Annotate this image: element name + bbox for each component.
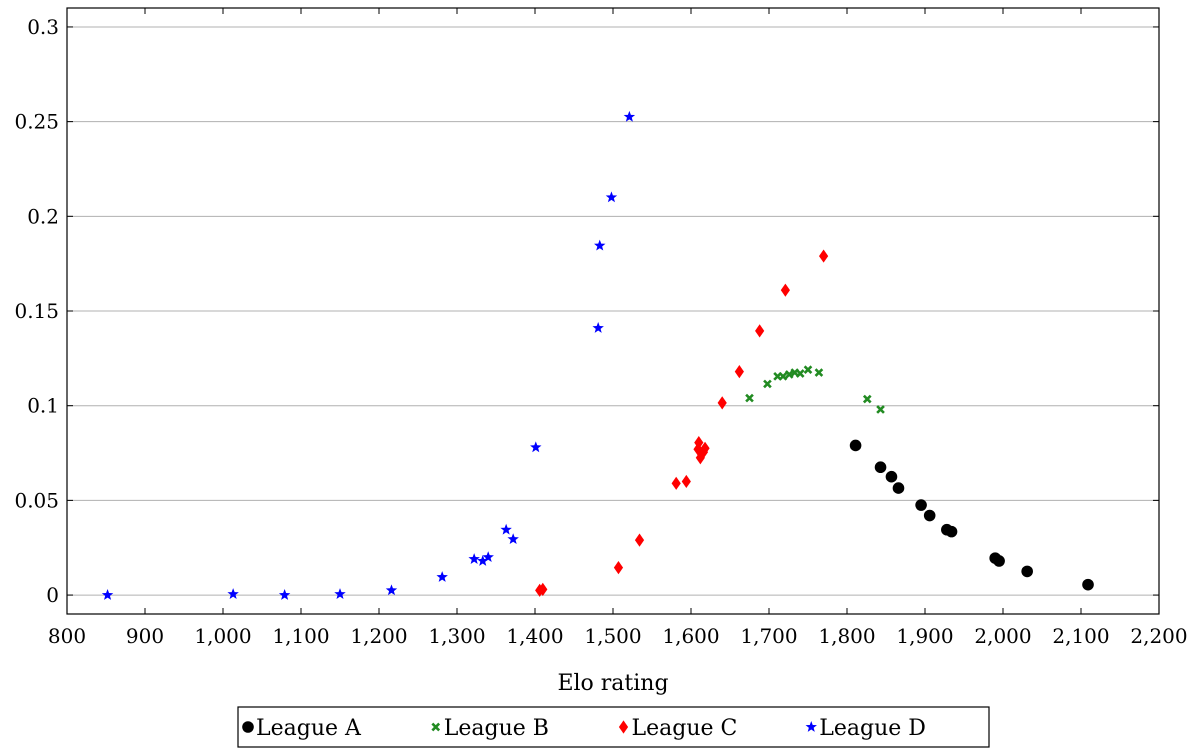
data-point [892, 482, 905, 494]
data-point [538, 582, 548, 596]
y-tick-label: 0.25 [14, 110, 59, 134]
data-point [849, 439, 862, 452]
x-tick-label: 2,000 [974, 624, 1031, 648]
x-axis-title: Elo rating [557, 671, 668, 696]
legend: League A League B League C League D [237, 706, 990, 748]
data-point [923, 509, 936, 522]
data-point [874, 461, 887, 474]
legend-marker [618, 720, 629, 734]
x-tick-label: 1,200 [350, 624, 407, 648]
data-point [594, 239, 606, 251]
x-tick-label: 1,900 [896, 624, 953, 648]
data-point [803, 365, 813, 375]
data-point [101, 589, 114, 600]
legend-marker [242, 721, 254, 733]
data-point [745, 393, 754, 403]
data-point [634, 533, 645, 547]
x-tick-label: 1,600 [662, 624, 719, 648]
x-tick-label: 1,800 [818, 624, 875, 648]
data-point [915, 499, 927, 511]
legend-label: League A [256, 716, 362, 741]
data-point [385, 584, 398, 596]
data-point [334, 588, 346, 599]
data-point [945, 525, 958, 538]
data-point [694, 436, 704, 450]
series-league-d [101, 110, 636, 600]
data-point [623, 110, 636, 122]
x-tick-label: 1,000 [194, 624, 251, 648]
data-points [101, 110, 1094, 600]
y-tick-label: 0.1 [27, 394, 59, 418]
x-tick-label: 1,300 [428, 624, 485, 648]
data-point [681, 474, 691, 489]
data-point [695, 451, 705, 465]
legend-frame [237, 706, 990, 748]
data-point [592, 322, 604, 333]
data-point [477, 554, 489, 566]
data-point [500, 523, 512, 535]
x-tick-label: 800 [48, 624, 86, 648]
y-tick-label: 0 [46, 583, 59, 607]
x-tick-label: 2,200 [1130, 624, 1187, 648]
data-point [814, 368, 824, 377]
data-point [734, 365, 744, 379]
x-tick-label: 1,700 [740, 624, 797, 648]
y-tick-label: 0.15 [14, 299, 59, 323]
data-point [530, 441, 542, 453]
x-tick-label: 1,400 [506, 624, 563, 648]
y-tick-label: 0.3 [27, 15, 59, 39]
data-point [717, 396, 727, 410]
x-tick-label: 2,100 [1052, 624, 1109, 648]
data-point [778, 372, 788, 381]
axis-ticks: 0 0.05 0.1 0.15 0.2 0.25 0.3 800 900 1,000 1,100 1,… [14, 8, 1188, 648]
data-point [227, 588, 239, 599]
data-point [507, 533, 519, 545]
y-tick-label: 0.2 [27, 204, 59, 228]
data-point [436, 571, 448, 582]
data-point [605, 191, 618, 203]
legend-marker [431, 722, 441, 732]
legend-label: League B [444, 716, 549, 741]
data-point [784, 370, 794, 379]
grid-lines [67, 26, 1159, 596]
data-point [278, 589, 291, 600]
data-point [862, 394, 872, 404]
data-point [613, 561, 624, 575]
data-point [671, 476, 681, 490]
x-tick-label: 1,100 [272, 624, 329, 648]
data-point [819, 249, 829, 263]
data-point [468, 553, 480, 564]
x-tick-label: 1,500 [584, 624, 641, 648]
data-point [885, 470, 898, 483]
legend-label: League D [819, 716, 926, 741]
x-tick-label: 900 [126, 624, 164, 648]
data-point [482, 551, 494, 563]
data-point [1021, 565, 1033, 578]
legend-label: League C [632, 716, 738, 741]
data-point [795, 369, 805, 378]
series-league-b [745, 365, 885, 414]
legend-marker [805, 721, 817, 732]
y-tick-label: 0.05 [14, 488, 59, 512]
series-league-a [849, 439, 1094, 591]
data-point [1082, 578, 1094, 591]
data-point [755, 324, 765, 338]
data-point [993, 555, 1005, 567]
data-point [876, 405, 885, 414]
data-point [693, 442, 703, 456]
data-point [763, 379, 772, 389]
series-league-c [535, 249, 829, 597]
data-point [700, 441, 710, 455]
data-point [780, 283, 790, 297]
